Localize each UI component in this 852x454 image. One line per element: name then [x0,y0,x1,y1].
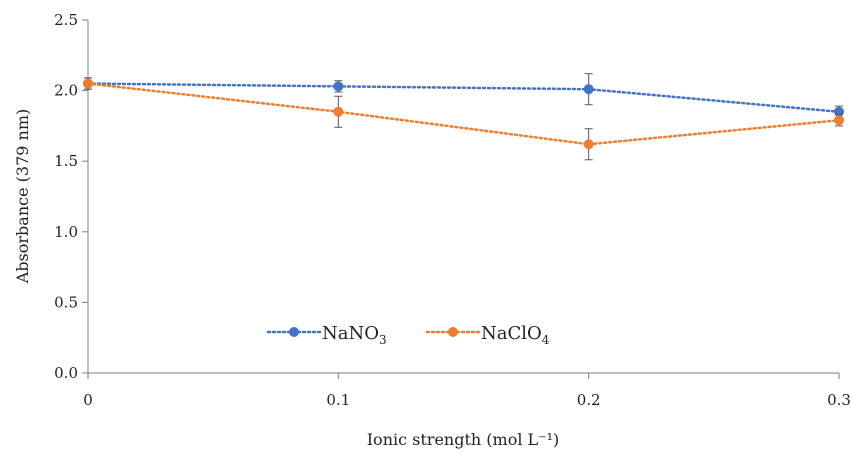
y-tick-label: 2.0 [54,82,78,100]
data-point [333,81,343,91]
data-point [333,107,343,117]
legend-label: NaNO3 [322,323,387,347]
y-tick-label: 2.5 [54,11,78,29]
y-axis-title: Absorbance (379 nm) [13,109,32,284]
legend-label-main: NaNO [322,323,379,344]
legend-marker [448,327,458,337]
x-tick-label: 0.2 [577,391,601,409]
y-tick-label: 1.0 [54,223,78,241]
x-ticks: 0 0.1 0.2 0.3 [83,373,851,409]
data-point [584,139,594,149]
x-tick-label: 0.1 [326,391,350,409]
y-tick-label: 0.0 [54,364,78,382]
legend-label-main: NaClO [481,323,542,344]
series-NaClO4 [83,78,844,160]
data-point [83,79,93,89]
axes [88,20,839,373]
legend: NaNO3 NaClO4 [268,323,550,347]
x-axis-title: Ionic strength (mol L⁻¹) [367,430,560,449]
series-line [88,84,839,145]
legend-label-subscript: 4 [542,333,550,347]
legend-marker [289,327,299,337]
series-layer [83,74,844,160]
y-ticks: 0.0 0.5 1.0 1.5 2.0 2.5 [54,11,88,382]
y-tick-label: 0.5 [54,293,78,311]
legend-label-subscript: 3 [379,333,387,347]
x-tick-label: 0.3 [827,391,851,409]
legend-label: NaClO4 [481,323,550,347]
legend-item-NaNO3: NaNO3 [268,323,387,347]
data-point [584,84,594,94]
series-line [88,84,839,112]
legend-item-NaClO4: NaClO4 [427,323,550,347]
x-tick-label: 0 [83,391,93,409]
data-point [834,115,844,125]
y-tick-label: 1.5 [54,152,78,170]
